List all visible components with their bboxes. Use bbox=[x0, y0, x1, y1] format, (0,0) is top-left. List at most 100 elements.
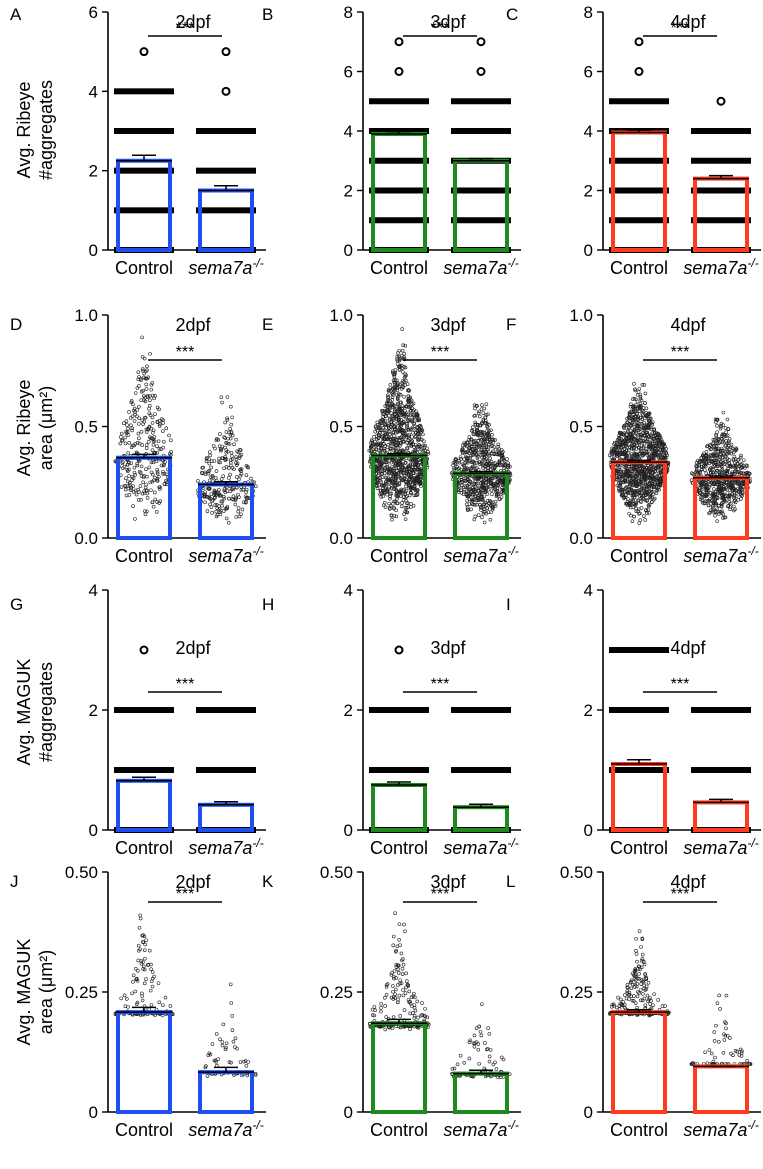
data-point bbox=[451, 707, 511, 713]
data-point bbox=[493, 499, 498, 504]
data-point bbox=[220, 444, 225, 449]
data-point bbox=[476, 443, 481, 448]
bar-sema7a bbox=[198, 1070, 254, 1115]
data-point bbox=[236, 509, 240, 514]
data-point bbox=[131, 980, 135, 984]
data-point bbox=[208, 453, 212, 458]
data-point bbox=[472, 440, 476, 444]
data-point bbox=[397, 481, 402, 485]
data-point bbox=[487, 1059, 492, 1064]
data-point bbox=[399, 488, 404, 493]
data-point bbox=[143, 942, 147, 947]
data-point bbox=[405, 510, 410, 515]
data-point bbox=[210, 479, 215, 483]
data-point bbox=[453, 461, 457, 466]
data-point bbox=[482, 507, 487, 511]
data-point bbox=[218, 1037, 222, 1042]
data-point bbox=[137, 384, 141, 388]
data-point bbox=[394, 382, 399, 386]
data-point bbox=[412, 493, 417, 498]
data-point bbox=[127, 483, 132, 487]
data-point bbox=[138, 913, 143, 918]
data-point bbox=[397, 922, 402, 926]
data-point bbox=[114, 128, 174, 134]
data-point bbox=[383, 484, 388, 489]
data-point bbox=[391, 1015, 396, 1019]
data-point bbox=[228, 982, 233, 987]
data-point bbox=[487, 422, 491, 427]
data-point bbox=[450, 1067, 455, 1071]
data-point bbox=[141, 480, 145, 485]
data-point bbox=[380, 439, 385, 443]
data-point bbox=[506, 465, 510, 470]
data-point bbox=[140, 491, 145, 496]
data-point bbox=[393, 446, 398, 451]
data-point bbox=[472, 403, 477, 407]
data-point bbox=[127, 460, 131, 465]
data-point bbox=[234, 455, 238, 459]
data-point bbox=[491, 483, 495, 488]
data-point bbox=[459, 490, 464, 495]
data-point bbox=[236, 492, 240, 497]
data-point bbox=[213, 503, 218, 507]
panel-label: B bbox=[262, 5, 273, 24]
data-point bbox=[492, 444, 496, 449]
data-point bbox=[383, 475, 388, 480]
data-point bbox=[158, 487, 162, 491]
data-point bbox=[151, 428, 156, 433]
data-point bbox=[407, 474, 412, 479]
data-point bbox=[479, 478, 484, 482]
data-point bbox=[479, 1033, 484, 1038]
data-point bbox=[398, 978, 402, 983]
data-point bbox=[470, 444, 474, 448]
data-point bbox=[609, 98, 669, 105]
data-point bbox=[391, 436, 395, 441]
data-point bbox=[472, 451, 477, 456]
data-point bbox=[393, 424, 397, 429]
data-point bbox=[150, 479, 155, 484]
y-tick-label: 0.0 bbox=[569, 529, 593, 548]
data-point bbox=[403, 432, 408, 436]
data-point bbox=[716, 96, 726, 106]
data-point bbox=[390, 440, 395, 444]
data-point bbox=[238, 1060, 243, 1064]
data-point bbox=[397, 406, 402, 410]
data-point bbox=[402, 379, 406, 384]
data-point bbox=[487, 437, 492, 441]
data-point bbox=[392, 439, 397, 444]
data-point bbox=[481, 411, 486, 415]
data-point bbox=[501, 458, 506, 462]
data-point bbox=[145, 488, 149, 493]
data-point bbox=[406, 438, 411, 442]
data-point bbox=[124, 431, 129, 436]
data-point bbox=[480, 455, 484, 460]
panel-label: J bbox=[10, 872, 19, 891]
data-point bbox=[132, 419, 137, 423]
data-point bbox=[214, 1032, 219, 1036]
category-label: sema7a-/- bbox=[443, 544, 518, 566]
data-point bbox=[390, 442, 394, 446]
data-point bbox=[156, 981, 161, 985]
data-point bbox=[415, 999, 420, 1004]
data-point bbox=[230, 1028, 235, 1032]
data-point bbox=[490, 432, 494, 437]
data-point bbox=[218, 493, 223, 498]
data-point bbox=[477, 476, 481, 481]
data-point bbox=[127, 467, 131, 472]
panel-label: G bbox=[10, 595, 23, 614]
data-point bbox=[415, 425, 420, 429]
data-point bbox=[456, 467, 460, 471]
data-point bbox=[423, 443, 427, 448]
data-point bbox=[238, 448, 243, 453]
data-point bbox=[406, 477, 411, 482]
data-point bbox=[472, 517, 477, 522]
category-label: sema7a-/- bbox=[188, 836, 263, 858]
data-point bbox=[480, 484, 484, 489]
data-point bbox=[143, 956, 147, 961]
data-point bbox=[391, 943, 396, 948]
data-point bbox=[399, 473, 403, 478]
data-point bbox=[126, 426, 130, 431]
data-point bbox=[124, 419, 129, 424]
data-point bbox=[643, 518, 648, 522]
